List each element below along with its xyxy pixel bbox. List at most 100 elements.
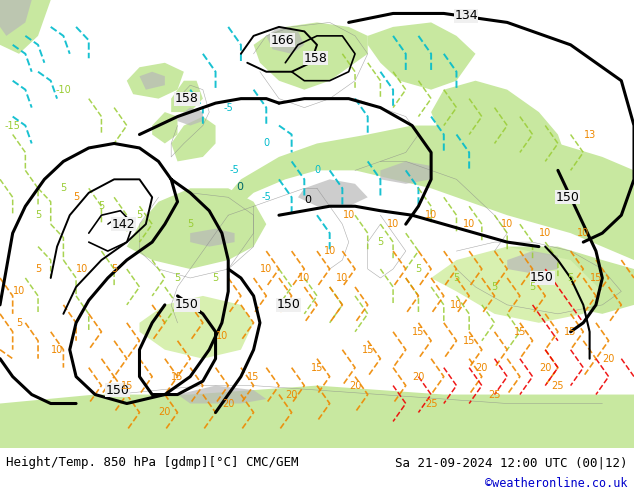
- Polygon shape: [139, 72, 165, 90]
- Text: 5: 5: [136, 210, 143, 220]
- Text: 10: 10: [51, 344, 63, 355]
- Text: ©weatheronline.co.uk: ©weatheronline.co.uk: [485, 477, 628, 490]
- Text: 15: 15: [311, 363, 323, 373]
- Text: 5: 5: [529, 282, 536, 292]
- Text: 15: 15: [120, 381, 133, 391]
- Text: 20: 20: [158, 408, 171, 417]
- Text: 150: 150: [555, 191, 579, 204]
- Text: -5: -5: [223, 102, 233, 113]
- Text: 10: 10: [76, 264, 89, 274]
- Text: 150: 150: [105, 384, 129, 396]
- Text: 20: 20: [412, 371, 425, 382]
- Text: -5: -5: [230, 165, 240, 175]
- Polygon shape: [298, 179, 368, 206]
- Text: Height/Temp. 850 hPa [gdmp][°C] CMC/GEM: Height/Temp. 850 hPa [gdmp][°C] CMC/GEM: [6, 456, 299, 469]
- Text: 10: 10: [298, 273, 311, 283]
- Text: 150: 150: [530, 271, 554, 285]
- Text: 25: 25: [488, 390, 501, 399]
- Text: -5: -5: [261, 192, 271, 202]
- Polygon shape: [431, 246, 602, 323]
- Text: 10: 10: [463, 219, 476, 229]
- Text: Sa 21-09-2024 12:00 UTC (00|12): Sa 21-09-2024 12:00 UTC (00|12): [395, 456, 628, 469]
- Text: 10: 10: [425, 210, 437, 220]
- Text: 15: 15: [564, 327, 577, 337]
- Text: 10: 10: [450, 300, 463, 310]
- Text: 15: 15: [247, 371, 260, 382]
- Text: 20: 20: [222, 398, 235, 409]
- Text: 5: 5: [73, 192, 79, 202]
- Polygon shape: [222, 125, 634, 260]
- Text: 15: 15: [590, 273, 602, 283]
- Polygon shape: [431, 81, 571, 202]
- Text: -15: -15: [4, 121, 21, 130]
- Text: 5: 5: [212, 273, 219, 283]
- Text: 25: 25: [552, 381, 564, 391]
- Polygon shape: [0, 413, 634, 448]
- Text: 5: 5: [377, 237, 384, 247]
- Text: 5: 5: [60, 183, 67, 194]
- Text: 5: 5: [453, 273, 460, 283]
- Text: 0: 0: [263, 139, 269, 148]
- Text: 5: 5: [35, 264, 41, 274]
- Polygon shape: [0, 386, 634, 413]
- Polygon shape: [152, 112, 178, 144]
- Polygon shape: [178, 108, 203, 125]
- Polygon shape: [380, 161, 431, 184]
- Polygon shape: [127, 63, 184, 98]
- Text: 15: 15: [514, 327, 526, 337]
- Text: 150: 150: [175, 298, 199, 311]
- Text: 134: 134: [454, 9, 478, 22]
- Text: 166: 166: [270, 34, 294, 47]
- Polygon shape: [507, 251, 558, 273]
- Text: 5: 5: [174, 273, 181, 283]
- Text: 5: 5: [35, 210, 41, 220]
- Text: 10: 10: [387, 219, 399, 229]
- Text: 15: 15: [361, 344, 374, 355]
- Text: 20: 20: [349, 381, 361, 391]
- Text: 150: 150: [276, 298, 301, 311]
- Polygon shape: [171, 117, 216, 161]
- Text: 10: 10: [577, 228, 590, 238]
- Text: 5: 5: [16, 318, 22, 328]
- Text: 5: 5: [98, 201, 105, 211]
- Text: 10: 10: [13, 287, 25, 296]
- Polygon shape: [139, 296, 254, 359]
- Text: 10: 10: [501, 219, 514, 229]
- Polygon shape: [266, 27, 304, 54]
- Polygon shape: [254, 23, 368, 90]
- Text: 20: 20: [476, 363, 488, 373]
- Text: 13: 13: [583, 129, 596, 140]
- Text: 10: 10: [260, 264, 273, 274]
- Polygon shape: [0, 0, 32, 36]
- Text: 0: 0: [304, 195, 311, 204]
- Text: 158: 158: [175, 92, 199, 105]
- Polygon shape: [171, 81, 203, 112]
- Text: 5: 5: [567, 273, 574, 283]
- Text: 142: 142: [112, 218, 136, 231]
- Text: 20: 20: [539, 363, 552, 373]
- Polygon shape: [127, 188, 266, 269]
- Text: 25: 25: [425, 398, 437, 409]
- Text: 20: 20: [285, 390, 298, 399]
- Text: 0: 0: [314, 165, 320, 175]
- Text: 5: 5: [111, 264, 117, 274]
- Text: 10: 10: [336, 273, 349, 283]
- Text: 5: 5: [491, 282, 498, 292]
- Text: 158: 158: [304, 52, 328, 65]
- Text: 5: 5: [415, 264, 422, 274]
- Text: 15: 15: [463, 336, 476, 346]
- Polygon shape: [368, 23, 476, 90]
- Text: 15: 15: [171, 371, 184, 382]
- Text: 10: 10: [342, 210, 355, 220]
- Text: 10: 10: [539, 228, 552, 238]
- Polygon shape: [178, 386, 266, 404]
- Text: 15: 15: [412, 327, 425, 337]
- Text: 5: 5: [187, 219, 193, 229]
- Polygon shape: [476, 246, 634, 314]
- Text: 20: 20: [602, 354, 615, 364]
- Polygon shape: [190, 229, 235, 246]
- Text: 10: 10: [323, 246, 336, 256]
- Text: -10: -10: [56, 85, 71, 95]
- Polygon shape: [0, 0, 51, 54]
- Text: 0: 0: [236, 182, 243, 193]
